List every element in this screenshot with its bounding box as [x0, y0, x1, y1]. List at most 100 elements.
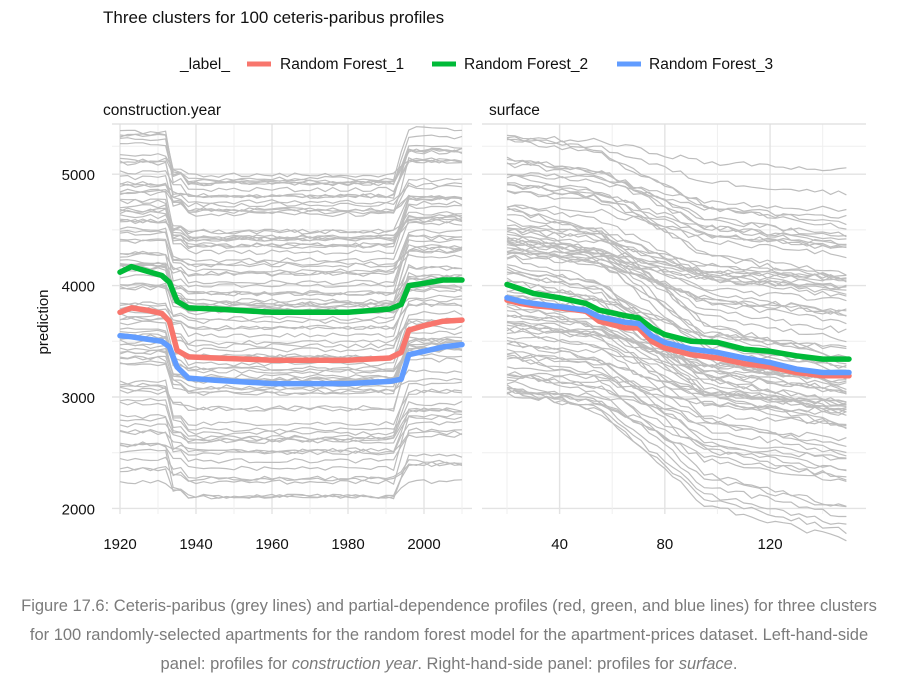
x-tick-label: 2000	[407, 536, 440, 553]
ceteris-paribus-line	[506, 251, 847, 290]
ceteris-paribus-line	[506, 390, 847, 535]
ceteris-paribus-line	[506, 348, 847, 481]
ceteris-paribus-line	[506, 136, 847, 230]
ceteris-paribus-line	[506, 160, 847, 237]
ceteris-paribus-line	[119, 337, 463, 396]
panel-title-construction-year: construction.year	[103, 102, 221, 119]
ceteris-paribus-line	[119, 137, 463, 193]
series-line-random-forest-2	[117, 263, 465, 316]
caption-em-surface: surface	[678, 655, 733, 673]
ceteris-paribus-line	[119, 388, 463, 441]
caption-suffix: .	[732, 655, 738, 673]
ceteris-paribus-line	[119, 379, 463, 427]
ceteris-paribus-line	[506, 231, 847, 372]
ceteris-paribus-line	[119, 427, 463, 485]
ceteris-paribus-line	[506, 323, 847, 430]
ceteris-paribus-line	[506, 354, 847, 507]
legend-label-random-forest-1: Random Forest_1	[280, 56, 404, 73]
ceteris-paribus-profiles	[119, 126, 847, 542]
figure-caption: Figure 17.6: Ceteris-paribus (grey lines…	[20, 592, 878, 679]
x-tick-label: 40	[551, 536, 568, 553]
ceteris-paribus-line	[506, 321, 847, 413]
ceteris-paribus-line	[506, 233, 847, 278]
ceteris-paribus-line	[506, 228, 847, 289]
x-tick-label: 1960	[255, 536, 288, 553]
ceteris-paribus-line	[506, 247, 847, 317]
ceteris-paribus-line	[506, 174, 847, 282]
ceteris-paribus-line	[119, 158, 463, 208]
ceteris-paribus-line	[119, 467, 463, 499]
ceteris-paribus-line	[119, 213, 463, 240]
ceteris-paribus-line	[119, 298, 462, 353]
ceteris-paribus-line	[506, 162, 847, 246]
ceteris-paribus-line	[119, 196, 463, 248]
ceteris-paribus-line	[506, 134, 847, 172]
ceteris-paribus-line	[119, 188, 463, 242]
ceteris-paribus-line	[119, 233, 463, 274]
ceteris-paribus-line	[119, 400, 463, 442]
ceteris-paribus-line	[119, 184, 463, 205]
ceteris-paribus-line	[119, 153, 463, 178]
y-tick-label: 4000	[62, 279, 95, 296]
ceteris-paribus-line	[119, 262, 463, 296]
caption-em-construction-year: construction year	[291, 655, 418, 673]
ceteris-paribus-line	[119, 430, 463, 464]
ceteris-paribus-line	[119, 385, 463, 433]
caption-prefix: Figure 17.6: Ceteris-paribus (grey lines…	[21, 597, 877, 673]
ceteris-paribus-line	[119, 235, 463, 286]
ceteris-paribus-line	[119, 200, 463, 256]
ceteris-paribus-line	[506, 310, 847, 411]
ceteris-paribus-line	[506, 184, 847, 276]
legend-label-random-forest-3: Random Forest_3	[649, 56, 773, 73]
ceteris-paribus-line	[506, 384, 847, 525]
y-tick-label: 5000	[62, 167, 95, 184]
ceteris-paribus-line	[506, 373, 847, 471]
x-tick-label: 1920	[103, 536, 136, 553]
x-tick-label: 1940	[179, 536, 212, 553]
ceteris-paribus-line	[119, 238, 463, 297]
ceteris-paribus-line	[119, 401, 463, 445]
ceteris-paribus-line	[506, 314, 847, 395]
ceteris-paribus-line	[506, 343, 847, 379]
ceteris-paribus-line	[506, 224, 847, 280]
chart: Three clusters for 100 ceteris-paribus p…	[35, 8, 866, 553]
ceteris-paribus-line	[506, 380, 847, 518]
ceteris-paribus-line	[506, 392, 847, 461]
ceteris-paribus-line	[119, 156, 463, 218]
ceteris-paribus-line	[119, 408, 463, 443]
ceteris-paribus-line	[506, 277, 847, 403]
x-tick-label: 120	[758, 536, 783, 553]
ceteris-paribus-line	[119, 428, 463, 455]
ceteris-paribus-line	[506, 182, 847, 249]
ceteris-paribus-line	[119, 148, 463, 184]
y-tick-label: 3000	[62, 390, 95, 407]
legend-label-random-forest-2: Random Forest_2	[464, 56, 588, 73]
ceteris-paribus-line	[506, 339, 847, 472]
ceteris-paribus-line	[119, 231, 463, 268]
ceteris-paribus-line	[506, 330, 847, 447]
ceteris-paribus-line	[119, 271, 463, 325]
series-line-random-forest-2	[504, 281, 852, 362]
ceteris-paribus-line	[506, 389, 847, 426]
x-tick-label: 80	[657, 536, 674, 553]
ceteris-paribus-line	[506, 354, 847, 406]
ceteris-paribus-line	[506, 305, 847, 406]
ceteris-paribus-line	[119, 246, 463, 306]
x-tick-label: 1980	[331, 536, 364, 553]
ceteris-paribus-line	[119, 217, 463, 263]
ceteris-paribus-line	[119, 195, 463, 235]
ceteris-paribus-line	[119, 413, 463, 472]
ceteris-paribus-line	[119, 461, 463, 482]
ceteris-paribus-line	[119, 303, 463, 332]
ceteris-paribus-line	[119, 159, 463, 199]
ceteris-paribus-line	[119, 456, 463, 481]
ceteris-paribus-line	[506, 137, 847, 196]
panel-title-surface: surface	[489, 102, 540, 119]
axis-ticks: 2000 3000 4000 5000 1920 1940 1960 1980 2000 40 80…	[62, 167, 783, 553]
ceteris-paribus-line	[506, 294, 847, 429]
ceteris-paribus-line	[506, 336, 847, 409]
ceteris-paribus-line	[119, 197, 463, 250]
ceteris-paribus-line	[506, 248, 847, 283]
ceteris-paribus-line	[119, 336, 463, 390]
ceteris-paribus-line	[506, 388, 847, 542]
